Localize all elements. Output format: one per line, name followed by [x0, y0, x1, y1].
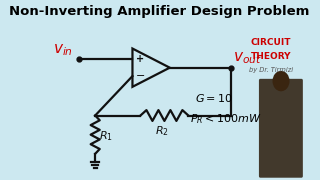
FancyBboxPatch shape — [259, 79, 303, 178]
Text: $R_1$: $R_1$ — [99, 129, 113, 143]
Text: $v_{in}$: $v_{in}$ — [52, 42, 73, 58]
Text: $R_2$: $R_2$ — [155, 124, 169, 138]
Text: CIRCUIT: CIRCUIT — [251, 38, 291, 47]
Text: THEORY: THEORY — [251, 52, 291, 61]
Text: Non-Inverting Amplifier Design Problem: Non-Inverting Amplifier Design Problem — [9, 5, 309, 19]
Text: $v_{out}$: $v_{out}$ — [233, 50, 262, 66]
Text: by Dr. Tirmizi: by Dr. Tirmizi — [249, 67, 293, 73]
Text: $G = 10$: $G = 10$ — [195, 92, 233, 104]
Text: $P_R < 100mW$: $P_R < 100mW$ — [190, 112, 261, 126]
Text: +: + — [136, 54, 144, 64]
Text: −: − — [136, 71, 145, 81]
Circle shape — [273, 71, 290, 91]
